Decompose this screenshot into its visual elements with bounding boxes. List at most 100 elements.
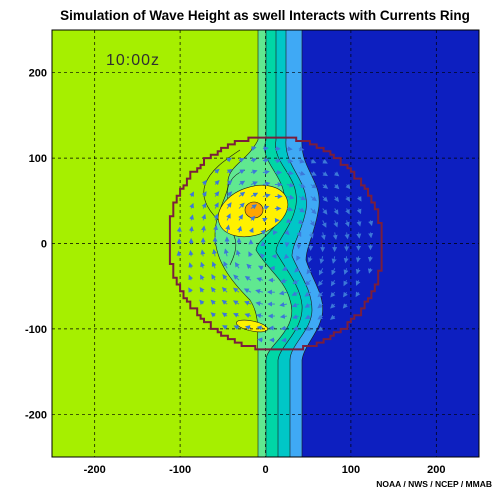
current-arrow bbox=[189, 191, 194, 198]
current-arrow bbox=[244, 313, 252, 318]
current-arrow bbox=[356, 208, 362, 215]
chart-title: Simulation of Wave Height as swell Inter… bbox=[60, 8, 470, 23]
current-arrow bbox=[248, 251, 253, 257]
current-arrow bbox=[213, 224, 219, 233]
current-arrow bbox=[210, 299, 216, 305]
current-arrow bbox=[214, 202, 219, 209]
current-arrow bbox=[310, 183, 318, 189]
y-tick-labels: 200 100 0 -100 -200 bbox=[25, 68, 47, 422]
current-arrow bbox=[223, 261, 228, 269]
current-arrow bbox=[226, 157, 233, 163]
contour-inner-1 bbox=[203, 149, 241, 266]
current-arrow bbox=[332, 232, 338, 240]
current-arrow bbox=[221, 312, 228, 318]
current-arrow bbox=[331, 268, 336, 276]
time-label: 10:00z bbox=[106, 52, 160, 69]
current-arrow bbox=[333, 208, 339, 215]
current-arrow bbox=[248, 227, 254, 233]
height-max-orange bbox=[244, 201, 264, 219]
current-arrow bbox=[286, 194, 295, 200]
current-arrow bbox=[321, 220, 327, 228]
current-arrow bbox=[317, 303, 323, 309]
current-arrow bbox=[292, 279, 300, 285]
current-arrow bbox=[278, 290, 288, 296]
current-arrow bbox=[238, 180, 246, 186]
current-arrow bbox=[367, 268, 373, 274]
current-arrow bbox=[200, 261, 205, 269]
plot-frame bbox=[51, 29, 480, 458]
current-arrow bbox=[304, 291, 312, 297]
current-arrow bbox=[368, 220, 374, 227]
current-arrow bbox=[199, 286, 205, 293]
current-arrow bbox=[298, 207, 305, 213]
current-arrow bbox=[244, 276, 252, 281]
current-arrow bbox=[250, 192, 259, 198]
current-arrow bbox=[343, 268, 349, 275]
x-tick-label: 0 bbox=[262, 464, 268, 476]
current-arrow bbox=[244, 325, 252, 331]
current-arrow bbox=[317, 291, 324, 298]
current-arrow bbox=[355, 280, 361, 286]
current-arrow bbox=[317, 326, 324, 331]
current-arrow bbox=[356, 232, 362, 239]
current-arrow bbox=[201, 225, 206, 233]
current-arrow bbox=[256, 277, 264, 282]
current-arrow bbox=[298, 195, 307, 201]
current-arrow bbox=[310, 158, 317, 164]
current-arrow bbox=[199, 299, 205, 306]
current-arrow bbox=[200, 274, 205, 281]
current-arrow bbox=[232, 300, 240, 306]
current-arrow bbox=[286, 218, 292, 223]
current-arrow bbox=[262, 146, 269, 152]
current-arrow bbox=[260, 229, 266, 235]
current-arrow bbox=[238, 214, 244, 221]
current-arrow bbox=[345, 196, 351, 202]
current-arrow bbox=[310, 171, 317, 176]
current-arrow bbox=[281, 266, 288, 271]
current-arrow bbox=[306, 268, 312, 275]
current-arrow bbox=[188, 226, 194, 233]
current-arrow bbox=[343, 291, 348, 298]
current-arrow bbox=[318, 268, 324, 276]
current-arrow bbox=[262, 157, 270, 163]
x-tick-labels: -200 -100 0 100 200 bbox=[84, 464, 446, 476]
current-arrow bbox=[236, 249, 241, 257]
current-ring-boundary bbox=[168, 136, 383, 351]
current-arrow bbox=[367, 256, 373, 263]
current-arrow bbox=[226, 180, 233, 186]
current-arrow bbox=[283, 253, 290, 259]
current-arrow bbox=[298, 183, 306, 188]
current-arrow bbox=[368, 232, 374, 239]
current-arrows bbox=[176, 146, 374, 343]
current-arrow bbox=[188, 250, 194, 257]
current-arrow bbox=[279, 302, 287, 308]
current-arrow bbox=[221, 286, 228, 293]
current-arrow bbox=[250, 181, 258, 186]
current-arrow bbox=[212, 248, 217, 257]
current-arrow bbox=[355, 291, 361, 298]
current-arrow bbox=[322, 208, 328, 215]
current-arrow bbox=[246, 263, 252, 269]
current-arrow bbox=[255, 301, 263, 307]
y-tick-label: -200 bbox=[25, 409, 47, 421]
current-arrow bbox=[304, 314, 311, 320]
current-arrow bbox=[307, 256, 313, 263]
current-arrow bbox=[330, 314, 336, 320]
current-arrow bbox=[222, 325, 228, 330]
current-arrow bbox=[176, 250, 182, 257]
current-arrow bbox=[200, 249, 206, 257]
x-tick-label: -200 bbox=[84, 464, 106, 476]
y-tick-label: -100 bbox=[25, 324, 47, 336]
y-tick-label: 200 bbox=[29, 68, 47, 80]
current-arrow bbox=[201, 202, 207, 209]
current-arrow bbox=[322, 171, 329, 177]
current-arrow bbox=[226, 213, 231, 221]
current-arrow bbox=[286, 182, 295, 188]
current-arrow bbox=[222, 274, 228, 281]
current-arrow bbox=[322, 158, 328, 164]
current-arrow bbox=[210, 312, 216, 318]
current-arrow bbox=[345, 183, 351, 190]
current-arrow bbox=[281, 337, 287, 343]
current-arrow bbox=[210, 286, 216, 293]
